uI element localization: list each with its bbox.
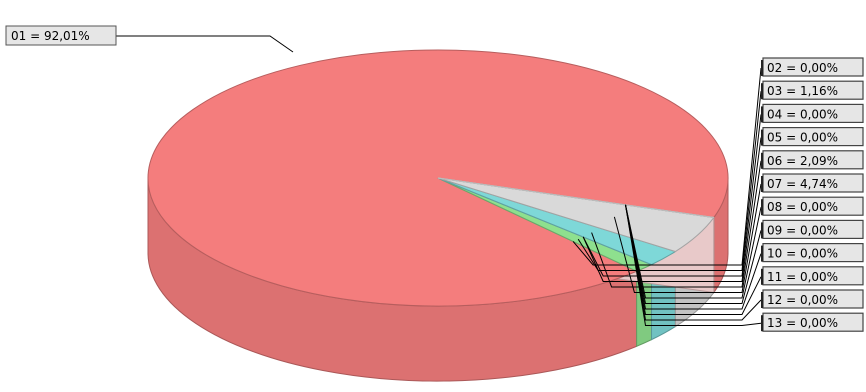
leader-line-07 — [613, 183, 762, 293]
label-text: 05 = 0,00% — [767, 131, 838, 145]
label-08: 08 = 0,00% — [761, 196, 864, 216]
pie-top — [147, 49, 729, 307]
label-01: 01 = 92,01% — [5, 25, 117, 46]
leader-line-03 — [577, 91, 762, 271]
label-box-shadow — [761, 152, 763, 169]
label-box-shadow — [761, 106, 763, 123]
label-box-shadow — [761, 83, 763, 100]
label-12: 12 = 0,00% — [761, 289, 864, 309]
label-text: 13 = 0,00% — [767, 316, 838, 330]
label-text: 11 = 0,00% — [767, 270, 838, 284]
label-text: 10 = 0,00% — [767, 247, 838, 261]
slice-13 — [437, 177, 714, 219]
label-box-shadow — [761, 222, 763, 239]
label-box — [5, 25, 117, 46]
label-11: 11 = 0,00% — [761, 266, 864, 286]
label-box-shadow — [761, 245, 763, 262]
leader-line-09 — [625, 204, 762, 304]
label-text: 09 = 0,00% — [767, 223, 838, 237]
leader-lines — [116, 35, 762, 326]
leader-line-05 — [582, 137, 762, 282]
label-text: 01 = 92,01% — [11, 29, 90, 43]
label-box-shadow — [761, 199, 763, 216]
label-07: 07 = 4,74% — [761, 173, 864, 193]
leader-line-13 — [625, 204, 762, 326]
leader-line-08 — [625, 204, 762, 299]
leader-line-04 — [582, 114, 762, 277]
leader-line-06 — [591, 160, 762, 288]
leader-line-02 — [572, 67, 762, 266]
label-box-shadow — [761, 60, 763, 76]
label-04: 04 = 0,00% — [761, 103, 864, 124]
label-13: 13 = 0,00% — [761, 312, 864, 332]
slice-labels: 01 = 92,01% 02 = 0,00% 03 = 1,16% 04 = 0,00… — [5, 25, 864, 332]
label-text: 04 = 0,00% — [767, 107, 838, 121]
label-text: 06 = 2,09% — [767, 154, 838, 168]
label-text: 02 = 0,00% — [767, 61, 838, 75]
label-box-shadow — [761, 315, 763, 332]
label-02: 02 = 0,00% — [761, 57, 864, 77]
label-box-shadow — [761, 292, 763, 308]
label-05: 05 = 0,00% — [761, 126, 864, 147]
label-06: 06 = 2,09% — [761, 150, 864, 170]
label-box-shadow — [761, 129, 763, 146]
label-text: 07 = 4,74% — [767, 177, 838, 191]
label-10: 10 = 0,00% — [761, 243, 864, 263]
label-text: 03 = 1,16% — [767, 84, 838, 98]
label-03: 03 = 1,16% — [761, 80, 864, 100]
label-box-shadow — [761, 268, 763, 285]
label-text: 12 = 0,00% — [767, 293, 838, 307]
label-09: 09 = 0,00% — [761, 219, 864, 239]
label-box-shadow — [761, 176, 763, 192]
leader-line-01 — [116, 35, 294, 53]
label-text: 08 = 0,00% — [767, 200, 838, 214]
